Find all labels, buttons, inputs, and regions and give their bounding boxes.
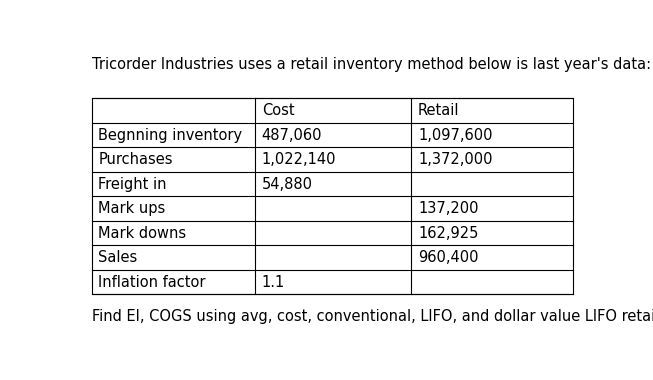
Text: 54,880: 54,880	[262, 177, 313, 192]
Text: Find EI, COGS using avg, cost, conventional, LIFO, and dollar value LIFO retail : Find EI, COGS using avg, cost, conventio…	[91, 309, 653, 324]
Text: Inflation factor: Inflation factor	[99, 275, 206, 290]
Text: 1,372,000: 1,372,000	[418, 152, 492, 167]
Text: 487,060: 487,060	[262, 128, 323, 142]
Text: Mark ups: Mark ups	[99, 201, 166, 216]
Text: 1,022,140: 1,022,140	[262, 152, 336, 167]
Text: Purchases: Purchases	[99, 152, 173, 167]
Text: Retail: Retail	[418, 103, 460, 118]
Text: Freight in: Freight in	[99, 177, 167, 192]
Text: 1,097,600: 1,097,600	[418, 128, 492, 142]
Text: 960,400: 960,400	[418, 250, 479, 265]
Text: Mark downs: Mark downs	[99, 226, 187, 241]
Text: Begnning inventory: Begnning inventory	[99, 128, 242, 142]
Text: 1.1: 1.1	[262, 275, 285, 290]
Text: Sales: Sales	[99, 250, 138, 265]
Text: Tricorder Industries uses a retail inventory method below is last year's data:: Tricorder Industries uses a retail inven…	[91, 57, 651, 72]
Text: 137,200: 137,200	[418, 201, 479, 216]
Text: 162,925: 162,925	[418, 226, 479, 241]
Text: Cost: Cost	[262, 103, 295, 118]
